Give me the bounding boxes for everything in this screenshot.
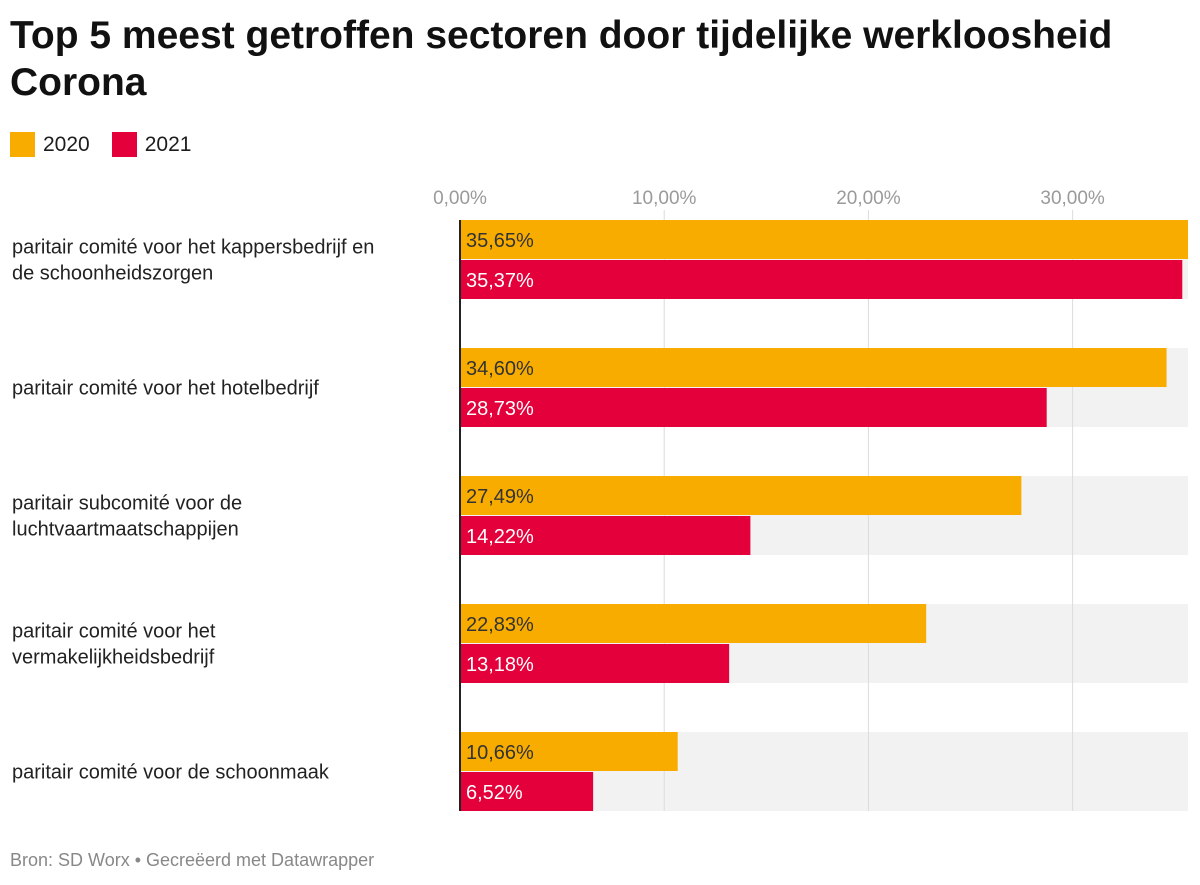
- category-label: vermakelijkheidsbedrijf: [12, 647, 215, 669]
- data-label-2021: 6,52%: [466, 782, 523, 804]
- legend-label-2021: 2021: [144, 132, 192, 156]
- bar-2021: [460, 772, 594, 811]
- bar-2021: [460, 516, 751, 555]
- legend-swatch-2021: [111, 132, 137, 157]
- data-label-2020: 22,83%: [466, 614, 534, 636]
- bar-2020: [460, 476, 1022, 515]
- bar-2020: [460, 732, 678, 771]
- category-label: paritair comité voor het: [12, 621, 216, 643]
- data-label-2021: 14,22%: [466, 526, 534, 548]
- x-tick-label: 20,00%: [836, 188, 901, 209]
- bar-2020: [460, 348, 1167, 387]
- bar-2021: [460, 644, 730, 683]
- x-tick-label: 10,00%: [632, 188, 697, 209]
- category-label: paritair comité voor het hotelbedrijf: [12, 378, 319, 400]
- data-label-2020: 10,66%: [466, 742, 534, 764]
- category-label: paritair subcomité voor de: [12, 493, 242, 515]
- category-label: paritair comité voor het kappersbedrijf …: [12, 237, 374, 259]
- bar-2021: [460, 260, 1183, 299]
- category-label: paritair comité voor de schoonmaak: [12, 762, 330, 784]
- bar-2020: [460, 220, 1188, 259]
- data-label-2021: 13,18%: [466, 654, 534, 676]
- category-label: luchtvaartmaatschappijen: [12, 519, 239, 541]
- category-label: de schoonheidszorgen: [12, 263, 213, 285]
- data-label-2020: 34,60%: [466, 358, 534, 380]
- data-label-2021: 35,37%: [466, 270, 534, 292]
- data-label-2021: 28,73%: [466, 398, 534, 420]
- source-footer: Bron: SD Worx • Gecreëerd met Datawrappe…: [10, 850, 375, 870]
- legend-swatch-2020: [10, 132, 35, 157]
- data-label-2020: 27,49%: [466, 486, 534, 508]
- bar-2020: [460, 604, 927, 643]
- legend-item-2020: 2020: [10, 132, 90, 157]
- legend: 2020 2021: [10, 132, 191, 157]
- chart-title: Top 5 meest getroffen sectoren door tijd…: [10, 14, 1113, 104]
- legend-item-2021: 2021: [111, 132, 192, 157]
- x-tick-label: 0,00%: [433, 188, 487, 209]
- legend-label-2020: 2020: [43, 132, 90, 156]
- bar-2021: [460, 388, 1047, 427]
- data-label-2020: 35,65%: [466, 230, 534, 252]
- x-tick-label: 30,00%: [1040, 188, 1105, 209]
